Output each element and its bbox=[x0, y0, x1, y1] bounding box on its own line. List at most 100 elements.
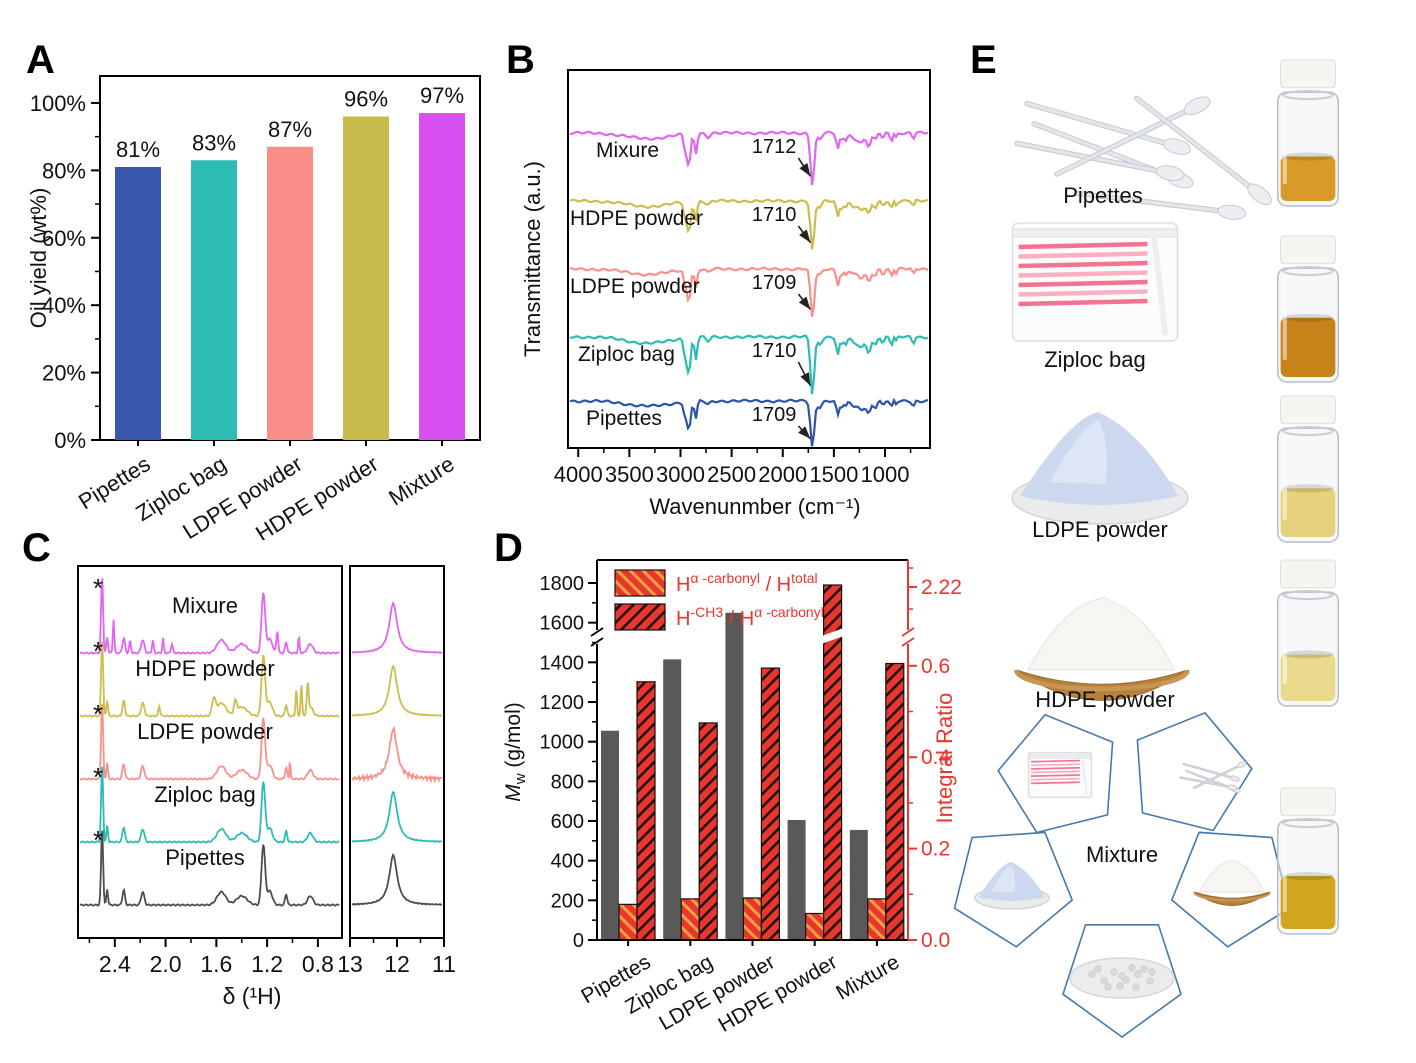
nmr-spectrum-mixure: * Mixure bbox=[79, 573, 443, 655]
svg-text:*: * bbox=[93, 699, 103, 729]
panel-b-label: B bbox=[506, 38, 535, 82]
svg-text:1709: 1709 bbox=[752, 404, 797, 426]
svg-text:13: 13 bbox=[337, 951, 363, 977]
pipettes-photo bbox=[1014, 95, 1272, 220]
svg-text:Integral Ratio: Integral Ratio bbox=[932, 693, 957, 824]
svg-text:600: 600 bbox=[551, 811, 584, 833]
svg-text:Mixture: Mixture bbox=[384, 451, 458, 510]
svg-text:Mw (g/mol): Mw (g/mol) bbox=[502, 702, 529, 802]
svg-text:2000: 2000 bbox=[758, 462, 807, 487]
svg-text:20%: 20% bbox=[42, 361, 86, 386]
mw-bar-mixture bbox=[849, 829, 868, 940]
svg-text:100%: 100% bbox=[30, 91, 86, 116]
material-label-ldpe-powder: LDPE powder bbox=[1032, 517, 1168, 542]
nmr-spectrum-ziploc-bag: * Ziploc bag bbox=[79, 762, 443, 844]
panel-b-axes: 4000 3500 3000 2500 2000 1500 1000Wavenunmber … bbox=[520, 69, 931, 519]
svg-text:400: 400 bbox=[551, 851, 584, 873]
svg-text:Transmittance (a.u.): Transmittance (a.u.) bbox=[520, 161, 545, 357]
svg-text:2.22: 2.22 bbox=[921, 576, 962, 599]
panel-e-label: E bbox=[970, 38, 997, 82]
svg-text:12: 12 bbox=[384, 951, 410, 977]
svg-text:1.2: 1.2 bbox=[251, 951, 283, 977]
svg-text:3500: 3500 bbox=[605, 462, 654, 487]
svg-text:1712: 1712 bbox=[752, 136, 797, 158]
oil-vial-mixture bbox=[1277, 787, 1339, 935]
svg-text:Mixure: Mixure bbox=[596, 139, 659, 162]
svg-text:Wavenunmber (cm⁻¹): Wavenunmber (cm⁻¹) bbox=[649, 494, 860, 519]
svg-text:Pipettes: Pipettes bbox=[165, 845, 245, 870]
nmr-spectrum-ldpe-powder: * LDPE powder bbox=[79, 699, 443, 784]
svg-text:1200: 1200 bbox=[540, 692, 585, 714]
svg-text:4000: 4000 bbox=[554, 462, 603, 487]
svg-text:0.0: 0.0 bbox=[921, 929, 950, 952]
bar-pipettes bbox=[115, 167, 161, 440]
oil-vial-pipettes bbox=[1277, 59, 1339, 207]
oil-vial-ziploc-bag bbox=[1277, 235, 1339, 383]
panel-d-dual-axis-chart: 0 200 400 600 800 1000 1200 1400 1600 1800 Mw (g/m… bbox=[502, 559, 962, 1037]
svg-text:0: 0 bbox=[573, 930, 584, 952]
svg-text:HDPE powder: HDPE powder bbox=[135, 656, 274, 681]
panel-d-label: D bbox=[494, 526, 523, 570]
pipettes-photo bbox=[1179, 761, 1247, 794]
mixture-collage bbox=[953, 711, 1291, 1038]
ftir-spectrum-hdpe-powder: HDPE powder 1710 bbox=[569, 198, 929, 250]
bar-ziploc-bag bbox=[191, 160, 237, 440]
svg-text:1800: 1800 bbox=[540, 573, 585, 595]
svg-text:60%: 60% bbox=[42, 226, 86, 251]
svg-text:200: 200 bbox=[551, 890, 584, 912]
panel-d-legend: Hα -carbonyl / Htotal H-CH3 / Hα -carbony… bbox=[614, 569, 824, 631]
nmr-spectrum-pipettes: * Pipettes bbox=[79, 825, 443, 907]
mw-bar-ziploc-bag bbox=[663, 659, 682, 940]
bar-hdpe-powder bbox=[343, 116, 389, 440]
svg-text:1.6: 1.6 bbox=[200, 951, 232, 977]
svg-text:1000: 1000 bbox=[861, 462, 910, 487]
svg-text:Ziploc bag: Ziploc bag bbox=[154, 782, 256, 807]
svg-text:Mixure: Mixure bbox=[172, 593, 238, 618]
panel-d-right-axis: 0.0 0.2 0.4 0.6 2.22 Integral Ratio bbox=[901, 560, 962, 952]
svg-text:1710: 1710 bbox=[752, 340, 797, 362]
ldpe-powder-photo bbox=[974, 861, 1050, 910]
panel-e-material-photos bbox=[953, 59, 1339, 1038]
pellets-photo bbox=[1069, 957, 1175, 999]
svg-text:1600: 1600 bbox=[540, 613, 585, 635]
panel-b-ftir-chart: 4000 3500 3000 2500 2000 1500 1000Wavenunmber … bbox=[520, 69, 931, 519]
svg-text:1710: 1710 bbox=[752, 204, 797, 226]
ziploc-bag-photo bbox=[1027, 751, 1093, 799]
svg-text:0.2: 0.2 bbox=[921, 838, 950, 861]
svg-text:0.4: 0.4 bbox=[921, 746, 951, 769]
svg-text:2.4: 2.4 bbox=[99, 951, 131, 977]
svg-text:HDPE powder: HDPE powder bbox=[570, 207, 703, 230]
panel-a-axes: 0% 20% 40% 60% 80% 100% Oil yield (wt%) bbox=[26, 75, 481, 453]
material-label-ziploc-bag: Ziploc bag bbox=[1044, 347, 1146, 372]
svg-text:Pipettes: Pipettes bbox=[586, 407, 662, 430]
panel-a-label: A bbox=[26, 38, 55, 82]
svg-text:LDPE powder: LDPE powder bbox=[570, 275, 700, 298]
svg-text:Mixture: Mixture bbox=[832, 950, 903, 1004]
svg-text:40%: 40% bbox=[42, 293, 86, 318]
svg-text:*: * bbox=[93, 636, 103, 666]
svg-text:2500: 2500 bbox=[707, 462, 756, 487]
hdpe-powder-photo bbox=[1014, 597, 1190, 701]
nmr-spectrum-hdpe-powder: * HDPE powder bbox=[79, 636, 443, 718]
svg-text:800: 800 bbox=[551, 771, 584, 793]
svg-text:*: * bbox=[93, 573, 103, 603]
svg-text:87%: 87% bbox=[268, 117, 312, 142]
material-label-pipettes: Pipettes bbox=[1063, 183, 1143, 208]
svg-text:1500: 1500 bbox=[809, 462, 858, 487]
oil-vial-hdpe-powder bbox=[1277, 559, 1339, 707]
svg-text:0%: 0% bbox=[54, 428, 86, 453]
svg-text:81%: 81% bbox=[116, 137, 160, 162]
svg-text:Ziploc bag: Ziploc bag bbox=[578, 343, 675, 366]
svg-text:83%: 83% bbox=[192, 130, 236, 155]
mw-bar-hdpe-powder bbox=[787, 820, 806, 940]
svg-text:H-CH3 / Hα -carbonyl: H-CH3 / Hα -carbonyl bbox=[676, 604, 824, 630]
mw-bar-ldpe-powder bbox=[725, 612, 744, 940]
ftir-spectrum-mixure: Mixure 1712 bbox=[569, 130, 929, 186]
panel-d-bars bbox=[601, 584, 905, 941]
bar-mixture bbox=[419, 113, 465, 441]
mw-bar-pipettes bbox=[601, 730, 619, 940]
svg-text:11: 11 bbox=[432, 951, 456, 977]
svg-text:96%: 96% bbox=[344, 86, 388, 111]
